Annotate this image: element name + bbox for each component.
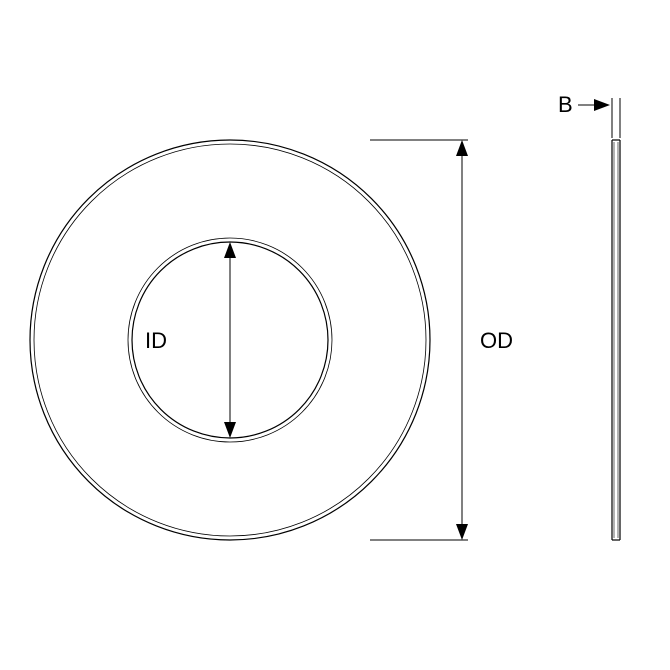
od-label: OD: [480, 328, 513, 354]
od-arrow-bottom: [456, 524, 468, 540]
id-arrow-top: [224, 242, 236, 258]
od-arrow-top: [456, 140, 468, 156]
washer-diagram: ID OD B: [0, 0, 670, 670]
id-arrow-bottom: [224, 422, 236, 438]
b-label: B: [558, 92, 573, 118]
b-arrow: [594, 99, 610, 111]
id-label: ID: [145, 328, 167, 354]
